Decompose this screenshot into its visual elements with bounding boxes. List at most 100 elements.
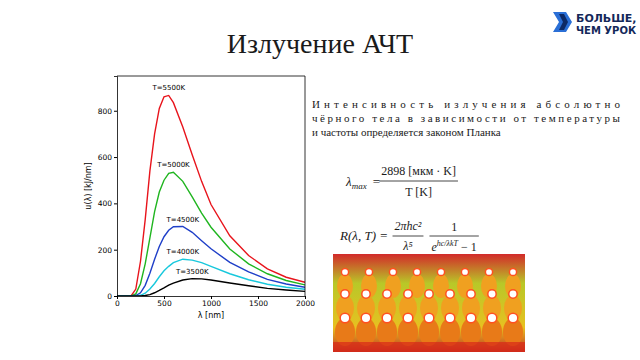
thermal-head [365, 268, 372, 275]
y-tick: 600 [98, 153, 117, 162]
thermal-head [340, 313, 350, 323]
description-line: и частоты определяется законом Планка [312, 126, 501, 138]
series-line [117, 279, 305, 296]
fraction-bar [393, 236, 424, 237]
y-tick: 800 [98, 107, 117, 116]
thermal-head [382, 313, 392, 323]
background [0, 0, 640, 360]
logo-icon-accent [559, 14, 568, 30]
thermal-head [446, 290, 454, 298]
thermal-head [509, 290, 517, 298]
chart: 05001000150020000200400600800λ [nm]u(λ) … [84, 76, 315, 320]
thermal-body [337, 274, 353, 298]
thermal-head [466, 313, 476, 323]
formula-numerator: 2898 [мкм · K] [381, 164, 456, 178]
x-tick-label: 1500 [249, 299, 268, 308]
logo-icon [553, 12, 572, 32]
thermal-image [333, 254, 525, 352]
y-tick-mark [114, 157, 117, 158]
thermal-body [361, 274, 377, 298]
curve-label: T=3500K [175, 268, 209, 276]
formula-subscript: max [352, 181, 367, 191]
curve-label: T=4500K [166, 216, 200, 224]
y-tick: 400 [98, 199, 117, 208]
formula-denominator: λ⁵ [402, 239, 412, 253]
curve-label: T=4000K [166, 248, 200, 256]
thermal-head [509, 268, 516, 275]
thermal-body [505, 274, 521, 298]
thermal-head [445, 313, 455, 323]
formula-tail: − 1 [458, 240, 477, 254]
y-tick-label: 600 [98, 153, 113, 162]
thermal-head [425, 290, 433, 298]
thermal-head [362, 290, 370, 298]
series-line [117, 172, 305, 296]
y-axis-title: u(λ) [kJ/nm] [84, 162, 93, 209]
slide: Излучение АЧТ БОЛЬШЕ,ЧЕМ УРОК Интенсивност… [0, 0, 640, 360]
slide-title: Излучение АЧТ [227, 28, 413, 59]
formula-lhs: R(λ, T) = [339, 228, 388, 243]
thermal-head [467, 290, 475, 298]
plot-frame [117, 76, 305, 296]
formula-2: R(λ, T) = 2πhc² λ⁵ ehc/λkT − 1 1 [339, 219, 479, 254]
thermal-head [341, 290, 349, 298]
thermal-head [437, 268, 444, 275]
y-tick: 0 [107, 292, 117, 301]
y-tick: 200 [98, 246, 117, 255]
y-axis-line [114, 77, 118, 297]
x-tick-label: 2000 [296, 299, 315, 308]
series-line [117, 95, 305, 296]
formula-numerator: 1 [451, 220, 457, 234]
y-tick-label: 200 [98, 246, 113, 255]
y-tick-mark [114, 296, 117, 297]
formula-denominator: ehc/λkT − 1 [431, 239, 476, 254]
thermal-head [403, 313, 413, 323]
y-tick-mark [114, 203, 117, 204]
formula-lhs: λmax [345, 174, 367, 191]
thermal-head [488, 290, 496, 298]
thermal-head [383, 290, 391, 298]
fraction-bar [429, 236, 478, 237]
x-tick: 1500 [249, 296, 268, 308]
thermal-head [361, 313, 371, 323]
thermal-head [461, 268, 468, 275]
x-tick: 500 [157, 296, 172, 308]
y-tick-label: 400 [98, 199, 113, 208]
curve-label: T=5500K [151, 84, 185, 92]
thermal-head [487, 313, 497, 323]
description-line: Интенсивность излучения абсолютно [312, 98, 621, 110]
y-axis: 0 200 400 600 800 [98, 77, 118, 301]
thermal-head [404, 290, 412, 298]
formula-eq: = [373, 174, 380, 189]
formula-numerator: 2πhc² [395, 219, 422, 233]
description: Интенсивность излучения абсолютно чёрного… [312, 98, 621, 138]
x-tick: 2000 [296, 296, 315, 308]
curve-labels: T=5500K T=5000K T=4500K T=4000K T=3500K [151, 84, 208, 275]
fraction-bar [379, 181, 458, 182]
thermal-head [341, 268, 348, 275]
thermal-head [508, 313, 518, 323]
y-tick-label: 800 [98, 107, 113, 116]
formula-denominator: T [K] [405, 185, 432, 199]
thermal-head [485, 268, 492, 275]
thermal-head [424, 313, 434, 323]
y-tick-mark [114, 111, 117, 112]
logo-text: БОЛЬШЕ, [576, 12, 637, 25]
thermal-body [481, 274, 497, 298]
x-axis-title: λ [nm] [198, 311, 224, 320]
series-line [117, 259, 305, 296]
x-tick-label: 0 [115, 299, 120, 308]
description-line: чёрного тела в зависимости от температур… [312, 112, 621, 124]
logo: БОЛЬШЕ,ЧЕМ УРОК [553, 12, 637, 36]
thermal-head [413, 268, 420, 275]
thermal-floor [333, 342, 525, 352]
plot-area [117, 95, 305, 296]
curve-label: T=5000K [156, 161, 190, 169]
y-tick-mark [114, 250, 117, 251]
formula-exponent: hc/λkT [437, 239, 459, 248]
y-tick-label: 0 [107, 292, 112, 301]
thermal-head [389, 268, 396, 275]
logo-text: ЧЕМ УРОК [576, 25, 637, 36]
x-tick: 0 [115, 296, 120, 308]
x-tick-label: 500 [157, 299, 172, 308]
